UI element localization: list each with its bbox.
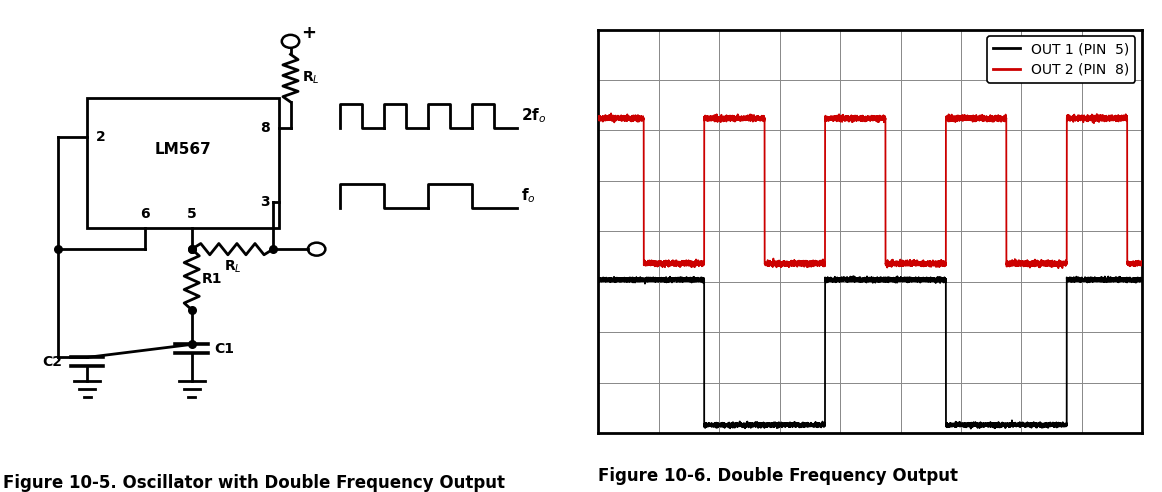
Text: 2: 2 [95, 129, 106, 144]
Point [49, 245, 67, 253]
Text: R1: R1 [202, 273, 223, 286]
Text: 6: 6 [141, 207, 150, 221]
Text: Figure 10-6. Double Frequency Output: Figure 10-6. Double Frequency Output [598, 467, 959, 486]
Text: R$_L$: R$_L$ [223, 259, 242, 275]
Text: f$_o$: f$_o$ [522, 187, 536, 206]
Point [182, 306, 201, 314]
Text: 8: 8 [260, 121, 270, 135]
Point [182, 245, 201, 253]
Text: +: + [301, 24, 316, 42]
Point [182, 340, 201, 348]
Text: R$_L$: R$_L$ [302, 70, 320, 86]
Text: LM567: LM567 [155, 142, 211, 157]
Text: Figure 10-5. Oscillator with Double Frequency Output: Figure 10-5. Oscillator with Double Freq… [3, 474, 505, 492]
Bar [87, 97, 279, 227]
Point [264, 245, 282, 253]
Text: C1: C1 [214, 342, 234, 356]
Legend: OUT 1 (PIN  5), OUT 2 (PIN  8): OUT 1 (PIN 5), OUT 2 (PIN 8) [987, 36, 1135, 83]
Point [182, 245, 201, 253]
Text: 5: 5 [187, 207, 196, 221]
Text: C2: C2 [43, 355, 63, 369]
Text: 2f$_o$: 2f$_o$ [522, 107, 546, 125]
Text: 3: 3 [260, 194, 270, 209]
